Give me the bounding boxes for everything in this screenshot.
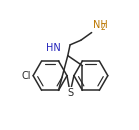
Text: S: S <box>67 88 73 98</box>
Text: HN: HN <box>46 43 61 53</box>
Text: 2: 2 <box>101 23 106 32</box>
Text: NH: NH <box>93 20 108 30</box>
Text: Cl: Cl <box>21 71 31 81</box>
